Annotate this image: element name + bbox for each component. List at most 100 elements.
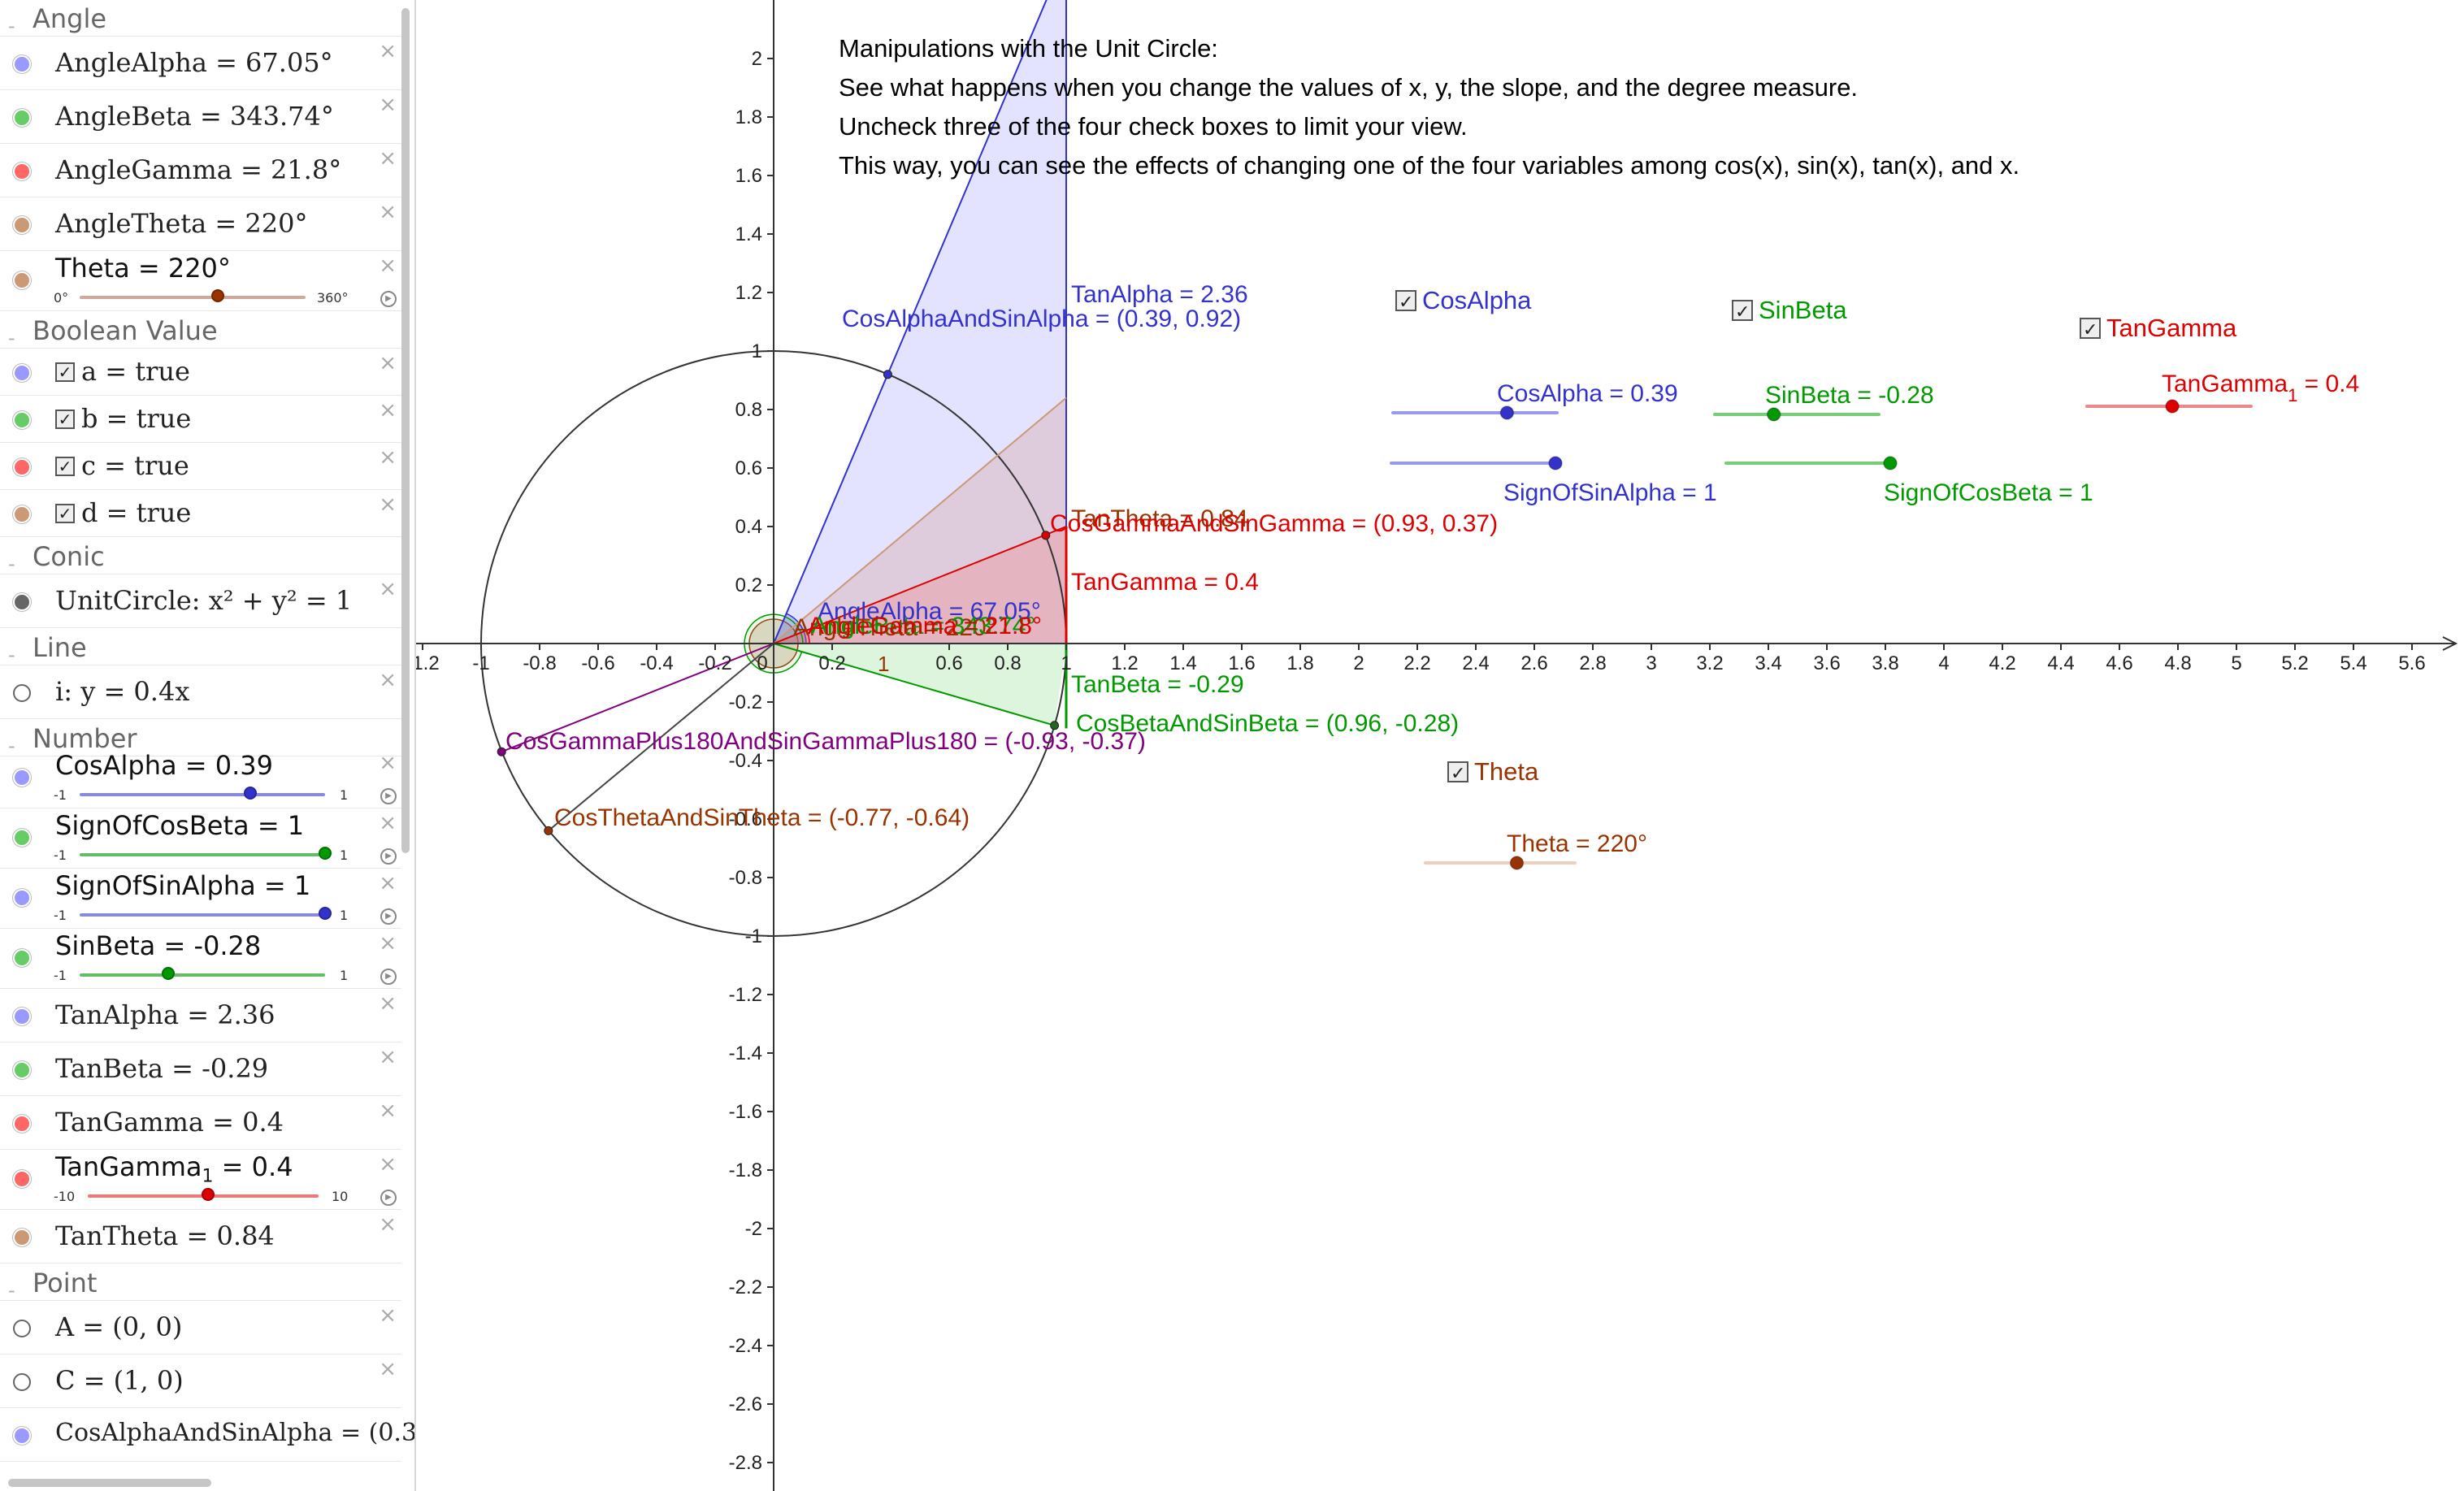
checkbox-d[interactable]: ✓ <box>55 504 75 523</box>
collapse-icon[interactable]: - <box>8 644 15 666</box>
visibility-dot[interactable] <box>13 163 31 180</box>
close-icon[interactable]: × <box>379 1212 397 1237</box>
visibility-dot[interactable] <box>13 458 31 476</box>
visibility-dot[interactable] <box>13 949 31 967</box>
visibility-dot[interactable] <box>13 1115 31 1133</box>
slider-knob[interactable] <box>1509 856 1525 870</box>
visibility-dot[interactable] <box>13 109 31 127</box>
close-icon[interactable]: × <box>379 39 397 63</box>
slider-track[interactable] <box>80 793 325 796</box>
slider-track[interactable] <box>80 296 306 299</box>
graph-checkbox-theta[interactable]: ✓ Theta <box>1447 757 1539 786</box>
graph-slider-cosalpha[interactable] <box>1391 405 1559 420</box>
collapse-icon[interactable]: - <box>8 553 15 575</box>
close-icon[interactable]: × <box>379 751 397 775</box>
algebra-row-point-c[interactable]: C = (1, 0) × <box>0 1355 401 1408</box>
algebra-row-signofsinalpha-slider[interactable]: SignOfSinAlpha = 1 -1 1 × ▶ <box>0 869 401 929</box>
close-icon[interactable]: × <box>379 1045 397 1069</box>
collapse-icon[interactable]: - <box>8 327 15 349</box>
close-icon[interactable]: × <box>379 445 397 470</box>
section-line[interactable]: - Line <box>0 629 401 666</box>
collapse-icon[interactable]: - <box>8 15 15 37</box>
algebra-row-cosalphaandsinalpha[interactable]: CosAlphaAndSinAlpha = (0.39, 0.92) <box>0 1409 414 1462</box>
visibility-dot[interactable] <box>13 769 31 787</box>
visibility-dot[interactable] <box>13 1008 31 1025</box>
algebra-row-tanbeta[interactable]: TanBeta = -0.29 × <box>0 1043 401 1096</box>
visibility-dot[interactable] <box>13 55 31 73</box>
slider-knob[interactable] <box>210 289 224 302</box>
close-icon[interactable]: × <box>379 93 397 117</box>
graph-slider-tangamma1[interactable] <box>2085 399 2253 414</box>
close-icon[interactable]: × <box>379 1357 397 1381</box>
algebra-row-angletheta[interactable]: AngleTheta = 220° × <box>0 198 401 251</box>
section-angle[interactable]: - Angle <box>0 0 401 37</box>
section-conic[interactable]: - Conic <box>0 538 401 575</box>
play-icon[interactable]: ▶ <box>380 1190 397 1206</box>
algebra-row-tangamma[interactable]: TanGamma = 0.4 × <box>0 1097 401 1150</box>
slider-track[interactable] <box>80 973 325 977</box>
slider-track[interactable] <box>80 853 325 856</box>
horizontal-scrollbar[interactable] <box>8 1479 211 1487</box>
point-cosalpha-sinalpha[interactable] <box>883 370 892 379</box>
graph-checkbox-tangamma[interactable]: ✓ TanGamma <box>2080 314 2237 342</box>
section-boolean[interactable]: - Boolean Value <box>0 312 401 349</box>
vertical-scrollbar[interactable] <box>401 8 410 853</box>
point-costheta-sintheta[interactable] <box>544 826 553 835</box>
algebra-row-line-i[interactable]: i: y = 0.4x × <box>0 666 401 719</box>
visibility-dot[interactable] <box>13 889 31 907</box>
close-icon[interactable]: × <box>379 492 397 517</box>
algebra-row-point-a[interactable]: A = (0, 0) × <box>0 1302 401 1354</box>
algebra-row-signofcosbeta-slider[interactable]: SignOfCosBeta = 1 -1 1 × ▶ <box>0 809 401 869</box>
algebra-row-anglegamma[interactable]: AngleGamma = 21.8° × <box>0 145 401 197</box>
play-icon[interactable]: ▶ <box>380 848 397 865</box>
slider-knob[interactable] <box>319 907 332 920</box>
collapse-icon[interactable]: - <box>8 735 15 757</box>
slider-knob[interactable] <box>161 967 175 980</box>
graph-slider-theta[interactable] <box>1424 856 1577 870</box>
checkbox-b[interactable]: ✓ <box>55 410 75 429</box>
point-cosgammaplus180[interactable] <box>497 747 506 756</box>
checkbox-box[interactable] <box>1395 290 1416 311</box>
play-icon[interactable]: ▶ <box>380 788 397 804</box>
checkbox-box[interactable] <box>2080 318 2101 339</box>
play-icon[interactable]: ▶ <box>380 291 397 307</box>
algebra-row-anglebeta[interactable]: AngleBeta = 343.74° × <box>0 91 401 144</box>
slider-knob[interactable] <box>1766 407 1781 422</box>
slider-knob[interactable] <box>2165 399 2180 414</box>
slider-knob[interactable] <box>319 847 332 860</box>
close-icon[interactable]: × <box>379 1099 397 1123</box>
visibility-dot[interactable] <box>13 1373 31 1391</box>
visibility-dot[interactable] <box>13 1229 31 1246</box>
close-icon[interactable]: × <box>379 931 397 956</box>
close-icon[interactable]: × <box>379 398 397 423</box>
algebra-row-theta-slider[interactable]: Theta = 220° 0° 360° × ▶ <box>0 252 401 311</box>
visibility-dot[interactable] <box>13 829 31 847</box>
point-cosbeta-sinbeta[interactable] <box>1050 721 1060 730</box>
visibility-dot[interactable] <box>13 1427 31 1445</box>
close-icon[interactable]: × <box>379 811 397 835</box>
play-icon[interactable]: ▶ <box>380 908 397 925</box>
checkbox-a[interactable]: ✓ <box>55 362 75 382</box>
graph-slider-signofsinalpha[interactable] <box>1390 456 1563 470</box>
point-cosgamma-singamma[interactable] <box>1041 531 1051 540</box>
visibility-dot[interactable] <box>13 216 31 234</box>
visibility-dot[interactable] <box>13 593 31 611</box>
section-point[interactable]: - Point <box>0 1264 401 1302</box>
play-icon[interactable]: ▶ <box>380 969 397 985</box>
close-icon[interactable]: × <box>379 351 397 375</box>
visibility-dot[interactable] <box>13 1061 31 1079</box>
algebra-row-tanalpha[interactable]: TanAlpha = 2.36 × <box>0 990 401 1042</box>
graph-checkbox-sinbeta[interactable]: ✓ SinBeta <box>1732 296 1847 324</box>
algebra-row-cosalpha-slider[interactable]: CosAlpha = 0.39 -1 1 × ▶ <box>0 749 401 808</box>
visibility-dot[interactable] <box>13 505 31 523</box>
algebra-row-a[interactable]: ✓ a = true × <box>0 349 401 396</box>
close-icon[interactable]: × <box>379 200 397 224</box>
algebra-row-c[interactable]: ✓ c = true × <box>0 444 401 490</box>
visibility-dot[interactable] <box>13 1320 31 1337</box>
graph-slider-signofcosbeta[interactable] <box>1724 456 1898 470</box>
graph-slider-sinbeta[interactable] <box>1713 407 1881 422</box>
slider-track[interactable] <box>80 913 325 917</box>
visibility-dot[interactable] <box>13 271 31 289</box>
graphics-view[interactable]: -1.2 -1 -0.8 -0.6 -0.4 -0.2 0 0.2 0.6 0.8 1 1.2 1.4 1… <box>416 0 2464 1491</box>
algebra-row-b[interactable]: ✓ b = true × <box>0 397 401 443</box>
